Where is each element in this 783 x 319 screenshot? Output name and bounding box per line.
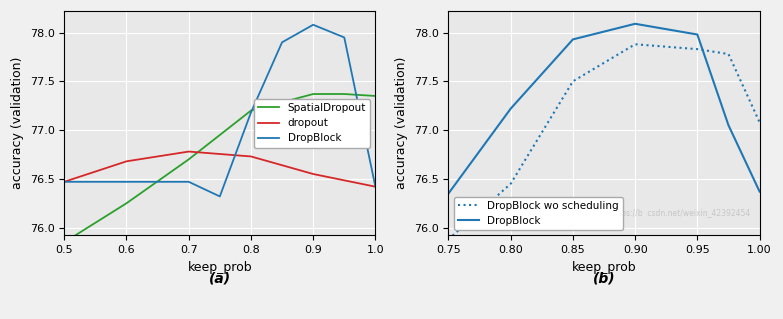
dropout xyxy=(184,150,193,153)
dropout xyxy=(309,172,318,176)
DropBlock xyxy=(370,185,380,189)
DropBlock xyxy=(340,35,349,39)
Line: DropBlock wo scheduling: DropBlock wo scheduling xyxy=(449,44,760,239)
DropBlock wo scheduling xyxy=(630,42,640,46)
DropBlock xyxy=(630,22,640,26)
DropBlock xyxy=(215,195,225,198)
SpatialDropout xyxy=(340,92,349,96)
dropout xyxy=(60,180,69,184)
DropBlock xyxy=(444,192,453,196)
Legend: SpatialDropout, dropout, DropBlock: SpatialDropout, dropout, DropBlock xyxy=(254,99,370,148)
Line: DropBlock: DropBlock xyxy=(64,25,375,197)
SpatialDropout xyxy=(309,92,318,96)
DropBlock xyxy=(568,38,578,41)
DropBlock xyxy=(122,180,132,184)
dropout xyxy=(122,160,132,163)
DropBlock xyxy=(755,189,764,193)
Line: dropout: dropout xyxy=(64,152,375,187)
dropout xyxy=(246,154,255,158)
DropBlock xyxy=(277,41,287,44)
DropBlock xyxy=(693,33,702,36)
DropBlock xyxy=(246,111,255,115)
Legend: DropBlock wo scheduling, DropBlock: DropBlock wo scheduling, DropBlock xyxy=(453,197,622,230)
DropBlock xyxy=(309,23,318,27)
DropBlock wo scheduling xyxy=(506,182,515,186)
DropBlock xyxy=(184,180,193,184)
SpatialDropout xyxy=(122,201,132,205)
DropBlock xyxy=(60,180,69,184)
SpatialDropout xyxy=(370,94,380,98)
Y-axis label: accuracy (validation): accuracy (validation) xyxy=(11,57,24,189)
DropBlock wo scheduling xyxy=(723,52,733,56)
X-axis label: keep_prob: keep_prob xyxy=(187,261,252,274)
Text: (b): (b) xyxy=(593,271,615,285)
SpatialDropout xyxy=(246,109,255,113)
DropBlock xyxy=(723,123,733,127)
Text: (a): (a) xyxy=(209,271,231,285)
Line: SpatialDropout: SpatialDropout xyxy=(64,94,375,242)
DropBlock wo scheduling xyxy=(444,237,453,241)
DropBlock wo scheduling xyxy=(755,120,764,124)
dropout xyxy=(370,185,380,189)
X-axis label: keep_prob: keep_prob xyxy=(572,261,637,274)
SpatialDropout xyxy=(60,240,69,244)
DropBlock wo scheduling xyxy=(568,79,578,83)
Y-axis label: accuracy (validation): accuracy (validation) xyxy=(395,57,408,189)
DropBlock wo scheduling xyxy=(693,47,702,51)
SpatialDropout xyxy=(184,158,193,161)
Text: https://b  csdn.net/weixin_42392454: https://b csdn.net/weixin_42392454 xyxy=(610,209,750,218)
DropBlock xyxy=(506,107,515,111)
Line: DropBlock: DropBlock xyxy=(449,24,760,194)
